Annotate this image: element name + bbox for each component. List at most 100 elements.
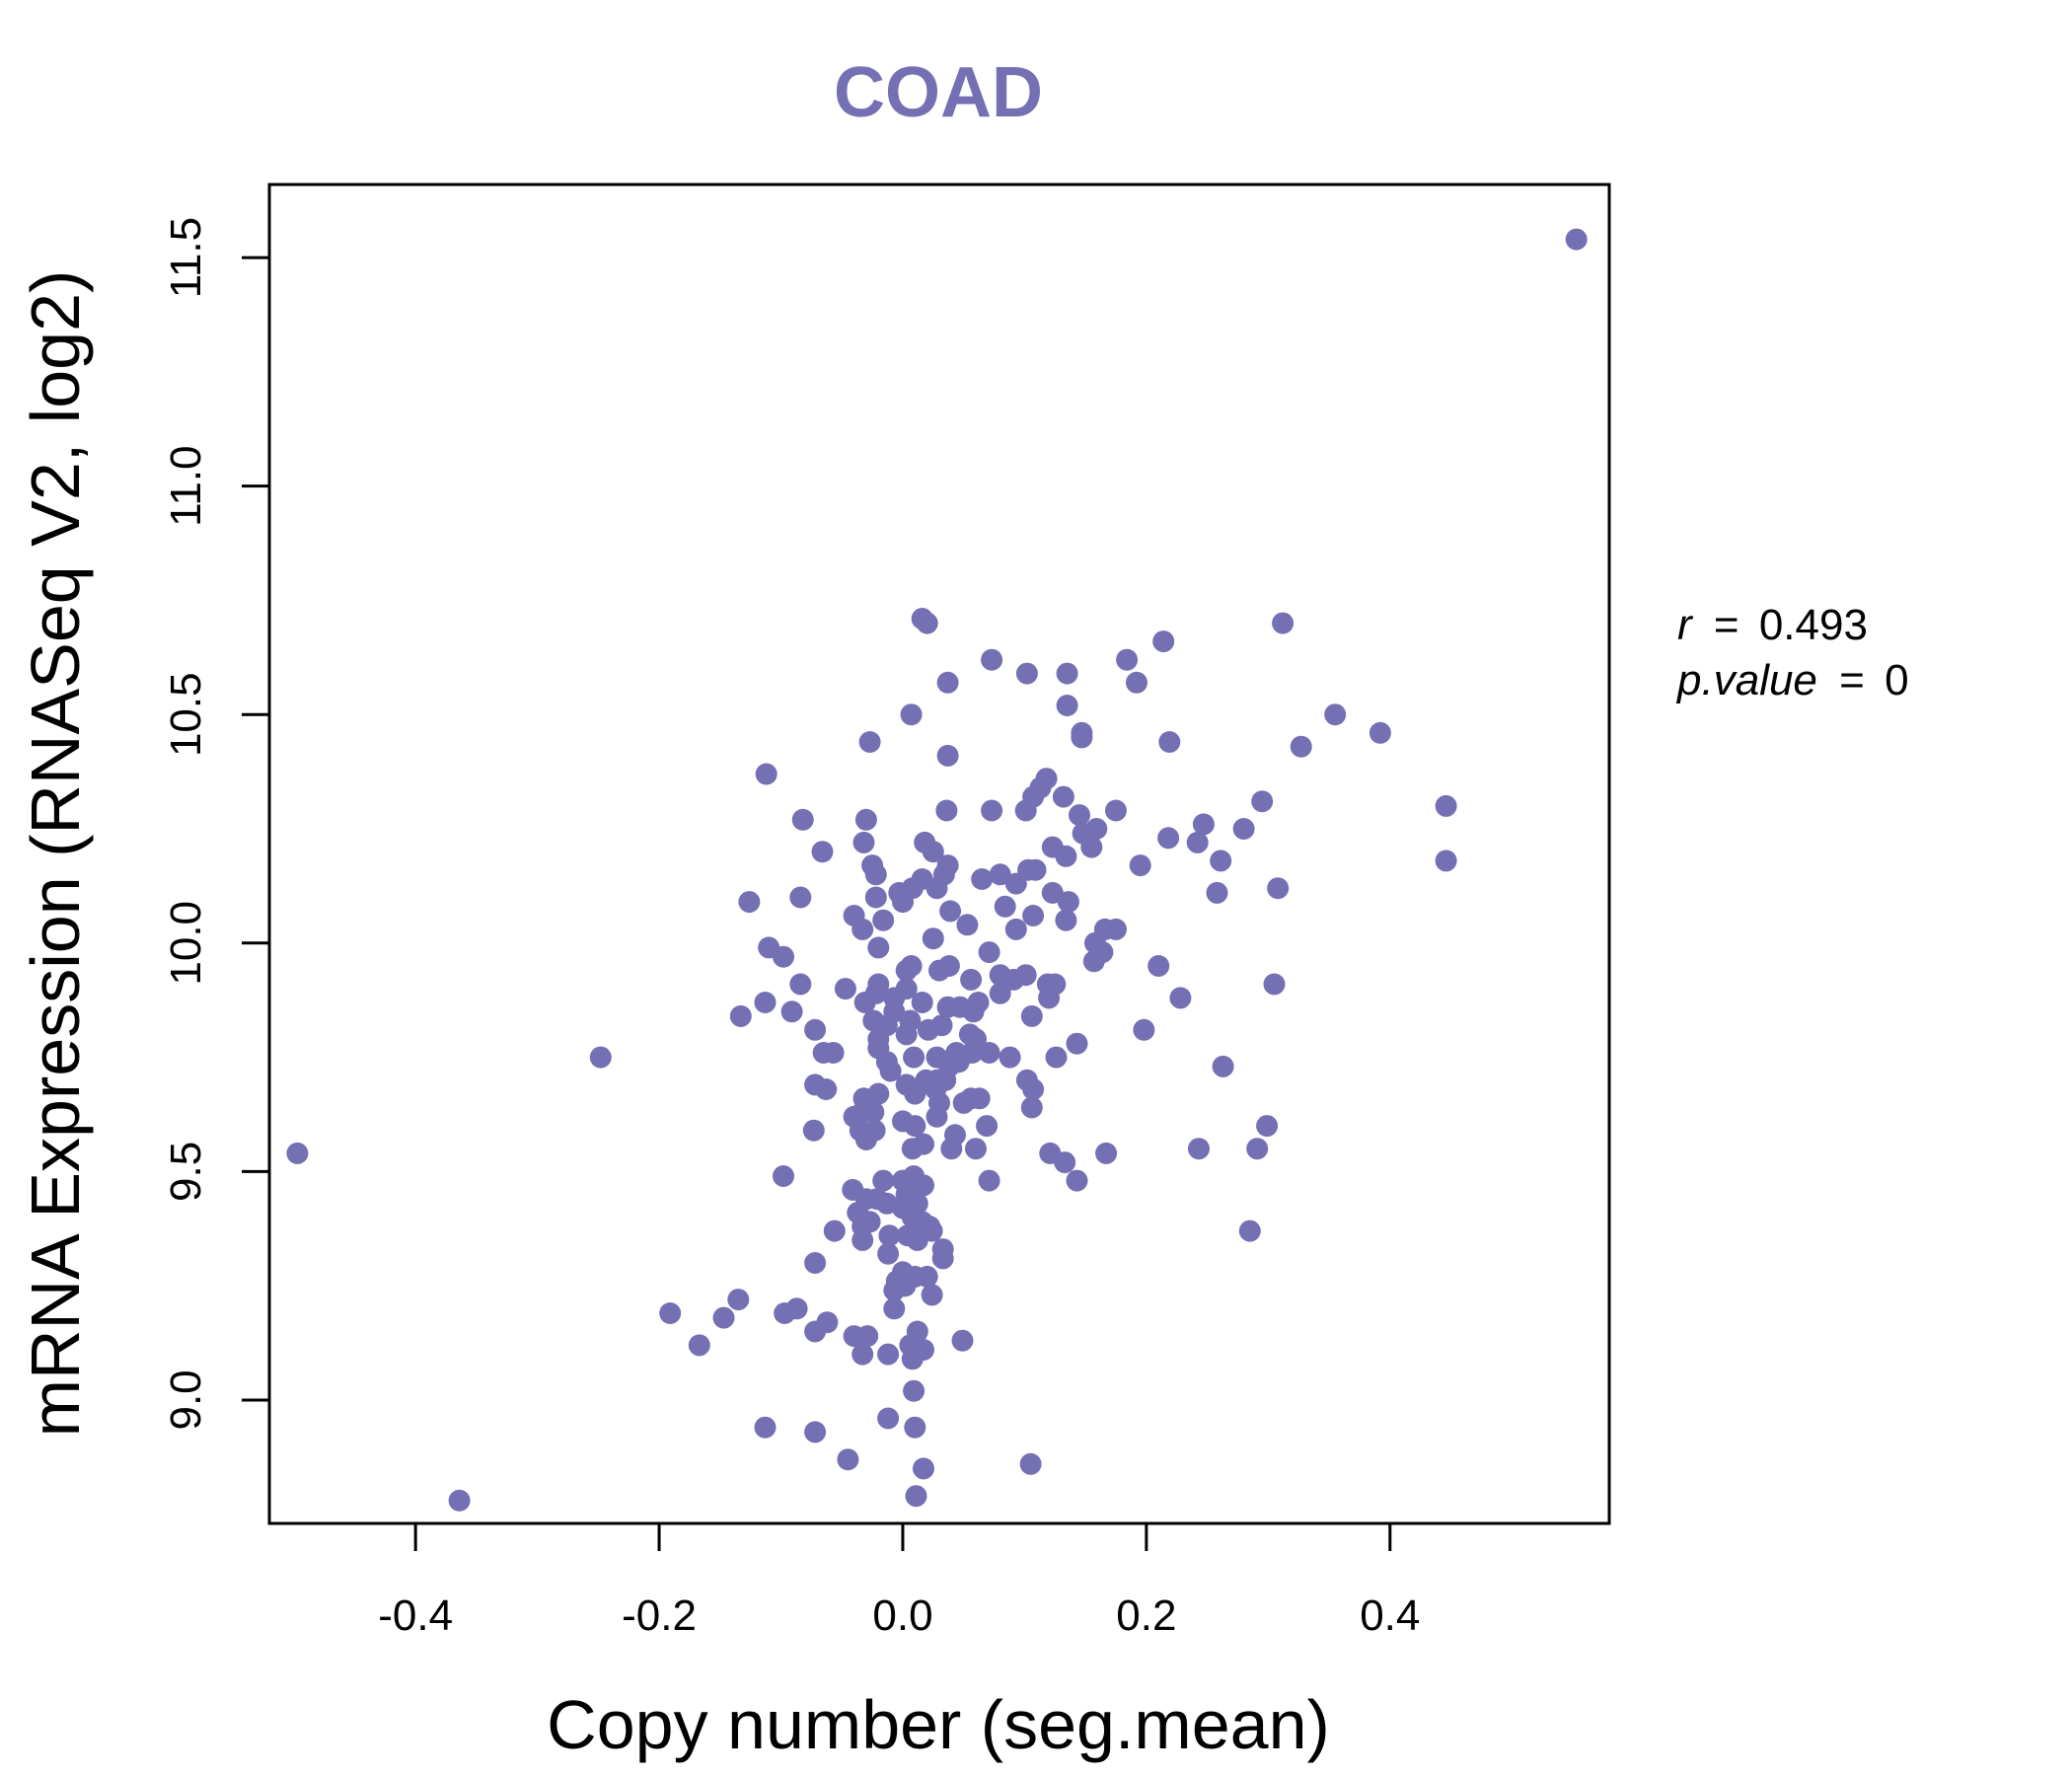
data-point (852, 831, 875, 853)
data-point (922, 841, 944, 863)
data-point (965, 1138, 987, 1160)
data-point (1169, 987, 1192, 1009)
x-tick-label: 0.2 (1116, 1591, 1176, 1640)
data-point (978, 1042, 1000, 1064)
data-point (688, 1334, 710, 1357)
data-point (773, 1165, 794, 1187)
y-tick-label: 10.5 (162, 672, 210, 757)
data-point (904, 1416, 926, 1439)
data-point (936, 744, 959, 767)
data-point (872, 909, 895, 931)
data-point (1004, 872, 1027, 895)
data-point (960, 968, 983, 991)
data-point (895, 1023, 918, 1046)
data-point (1071, 726, 1093, 749)
data-point (1246, 1138, 1269, 1160)
data-point (1133, 1018, 1155, 1041)
data-point (911, 992, 933, 1013)
data-point (916, 1265, 938, 1288)
data-point (729, 1004, 752, 1027)
data-point (851, 918, 874, 940)
data-point (815, 1078, 838, 1100)
data-point (962, 1000, 985, 1023)
data-point (1020, 1004, 1043, 1027)
y-axis-title: mRNA Expression (RNASeq V2, log2) (17, 270, 94, 1438)
data-point (978, 1169, 1000, 1192)
data-point (935, 799, 958, 822)
x-axis: -0.4 -0.2 0.0 0.2 0.4 (378, 1523, 1420, 1640)
data-point (1435, 850, 1457, 872)
data-point (1158, 731, 1181, 753)
data-point (804, 1018, 827, 1041)
data-point (864, 886, 887, 909)
data-point (791, 808, 814, 831)
data-point (939, 900, 962, 923)
data-point (755, 763, 777, 785)
data-point (1066, 1169, 1088, 1192)
data-point (780, 1000, 803, 1023)
data-point (906, 1228, 928, 1251)
data-point (877, 1407, 900, 1430)
x-tick-label: -0.4 (378, 1591, 453, 1640)
data-point (1066, 1032, 1088, 1055)
data-point (1019, 1452, 1042, 1475)
data-point (1082, 950, 1105, 973)
data-point (864, 863, 887, 886)
data-point (981, 648, 1003, 671)
data-point (1022, 1078, 1045, 1100)
data-point (901, 1348, 924, 1370)
data-point (1206, 881, 1228, 904)
points-layer (286, 228, 1588, 1512)
data-point (931, 1247, 954, 1270)
data-point (1232, 818, 1255, 840)
data-point (1055, 845, 1077, 867)
data-point (1212, 1055, 1234, 1077)
data-point (989, 982, 1011, 1004)
data-point (1147, 955, 1170, 977)
data-point (878, 1224, 901, 1247)
data-point (978, 941, 1000, 964)
data-point (913, 1457, 934, 1480)
data-point (1057, 891, 1079, 914)
data-point (901, 1138, 924, 1160)
data-point (837, 1448, 859, 1471)
data-point (856, 1325, 879, 1348)
data-point (925, 1105, 948, 1128)
data-point (936, 671, 959, 694)
data-point (1041, 881, 1064, 904)
data-point (1045, 1046, 1068, 1069)
data-point (754, 1416, 777, 1439)
data-point (951, 1329, 974, 1352)
data-point (1210, 850, 1232, 872)
data-point (754, 992, 777, 1013)
data-point (854, 808, 877, 831)
data-point (851, 1228, 874, 1251)
x-tick-label: 0.4 (1360, 1591, 1420, 1640)
data-point (916, 612, 938, 634)
data-point (940, 1138, 963, 1160)
data-point (867, 936, 890, 959)
data-point (851, 1343, 874, 1366)
data-point (1038, 987, 1061, 1009)
data-point (1116, 648, 1139, 671)
data-point (1188, 1138, 1210, 1160)
data-point (1290, 735, 1312, 758)
data-point (773, 945, 794, 968)
data-point (913, 1174, 934, 1197)
data-point (1238, 1220, 1261, 1242)
data-point (1055, 909, 1077, 931)
data-point (1015, 662, 1038, 685)
data-point (1056, 662, 1078, 685)
data-point (804, 1252, 827, 1274)
x-axis-title: Copy number (seg.mean) (547, 1686, 1330, 1763)
y-tick-label: 11.0 (162, 445, 210, 526)
data-point (1186, 831, 1209, 853)
data-point (1267, 877, 1290, 900)
data-point (989, 863, 1011, 886)
r-label: r (1677, 601, 1694, 649)
y-tick-label: 9.5 (162, 1142, 210, 1202)
data-point (895, 959, 918, 982)
data-point (789, 973, 812, 996)
data-point (1022, 905, 1045, 926)
